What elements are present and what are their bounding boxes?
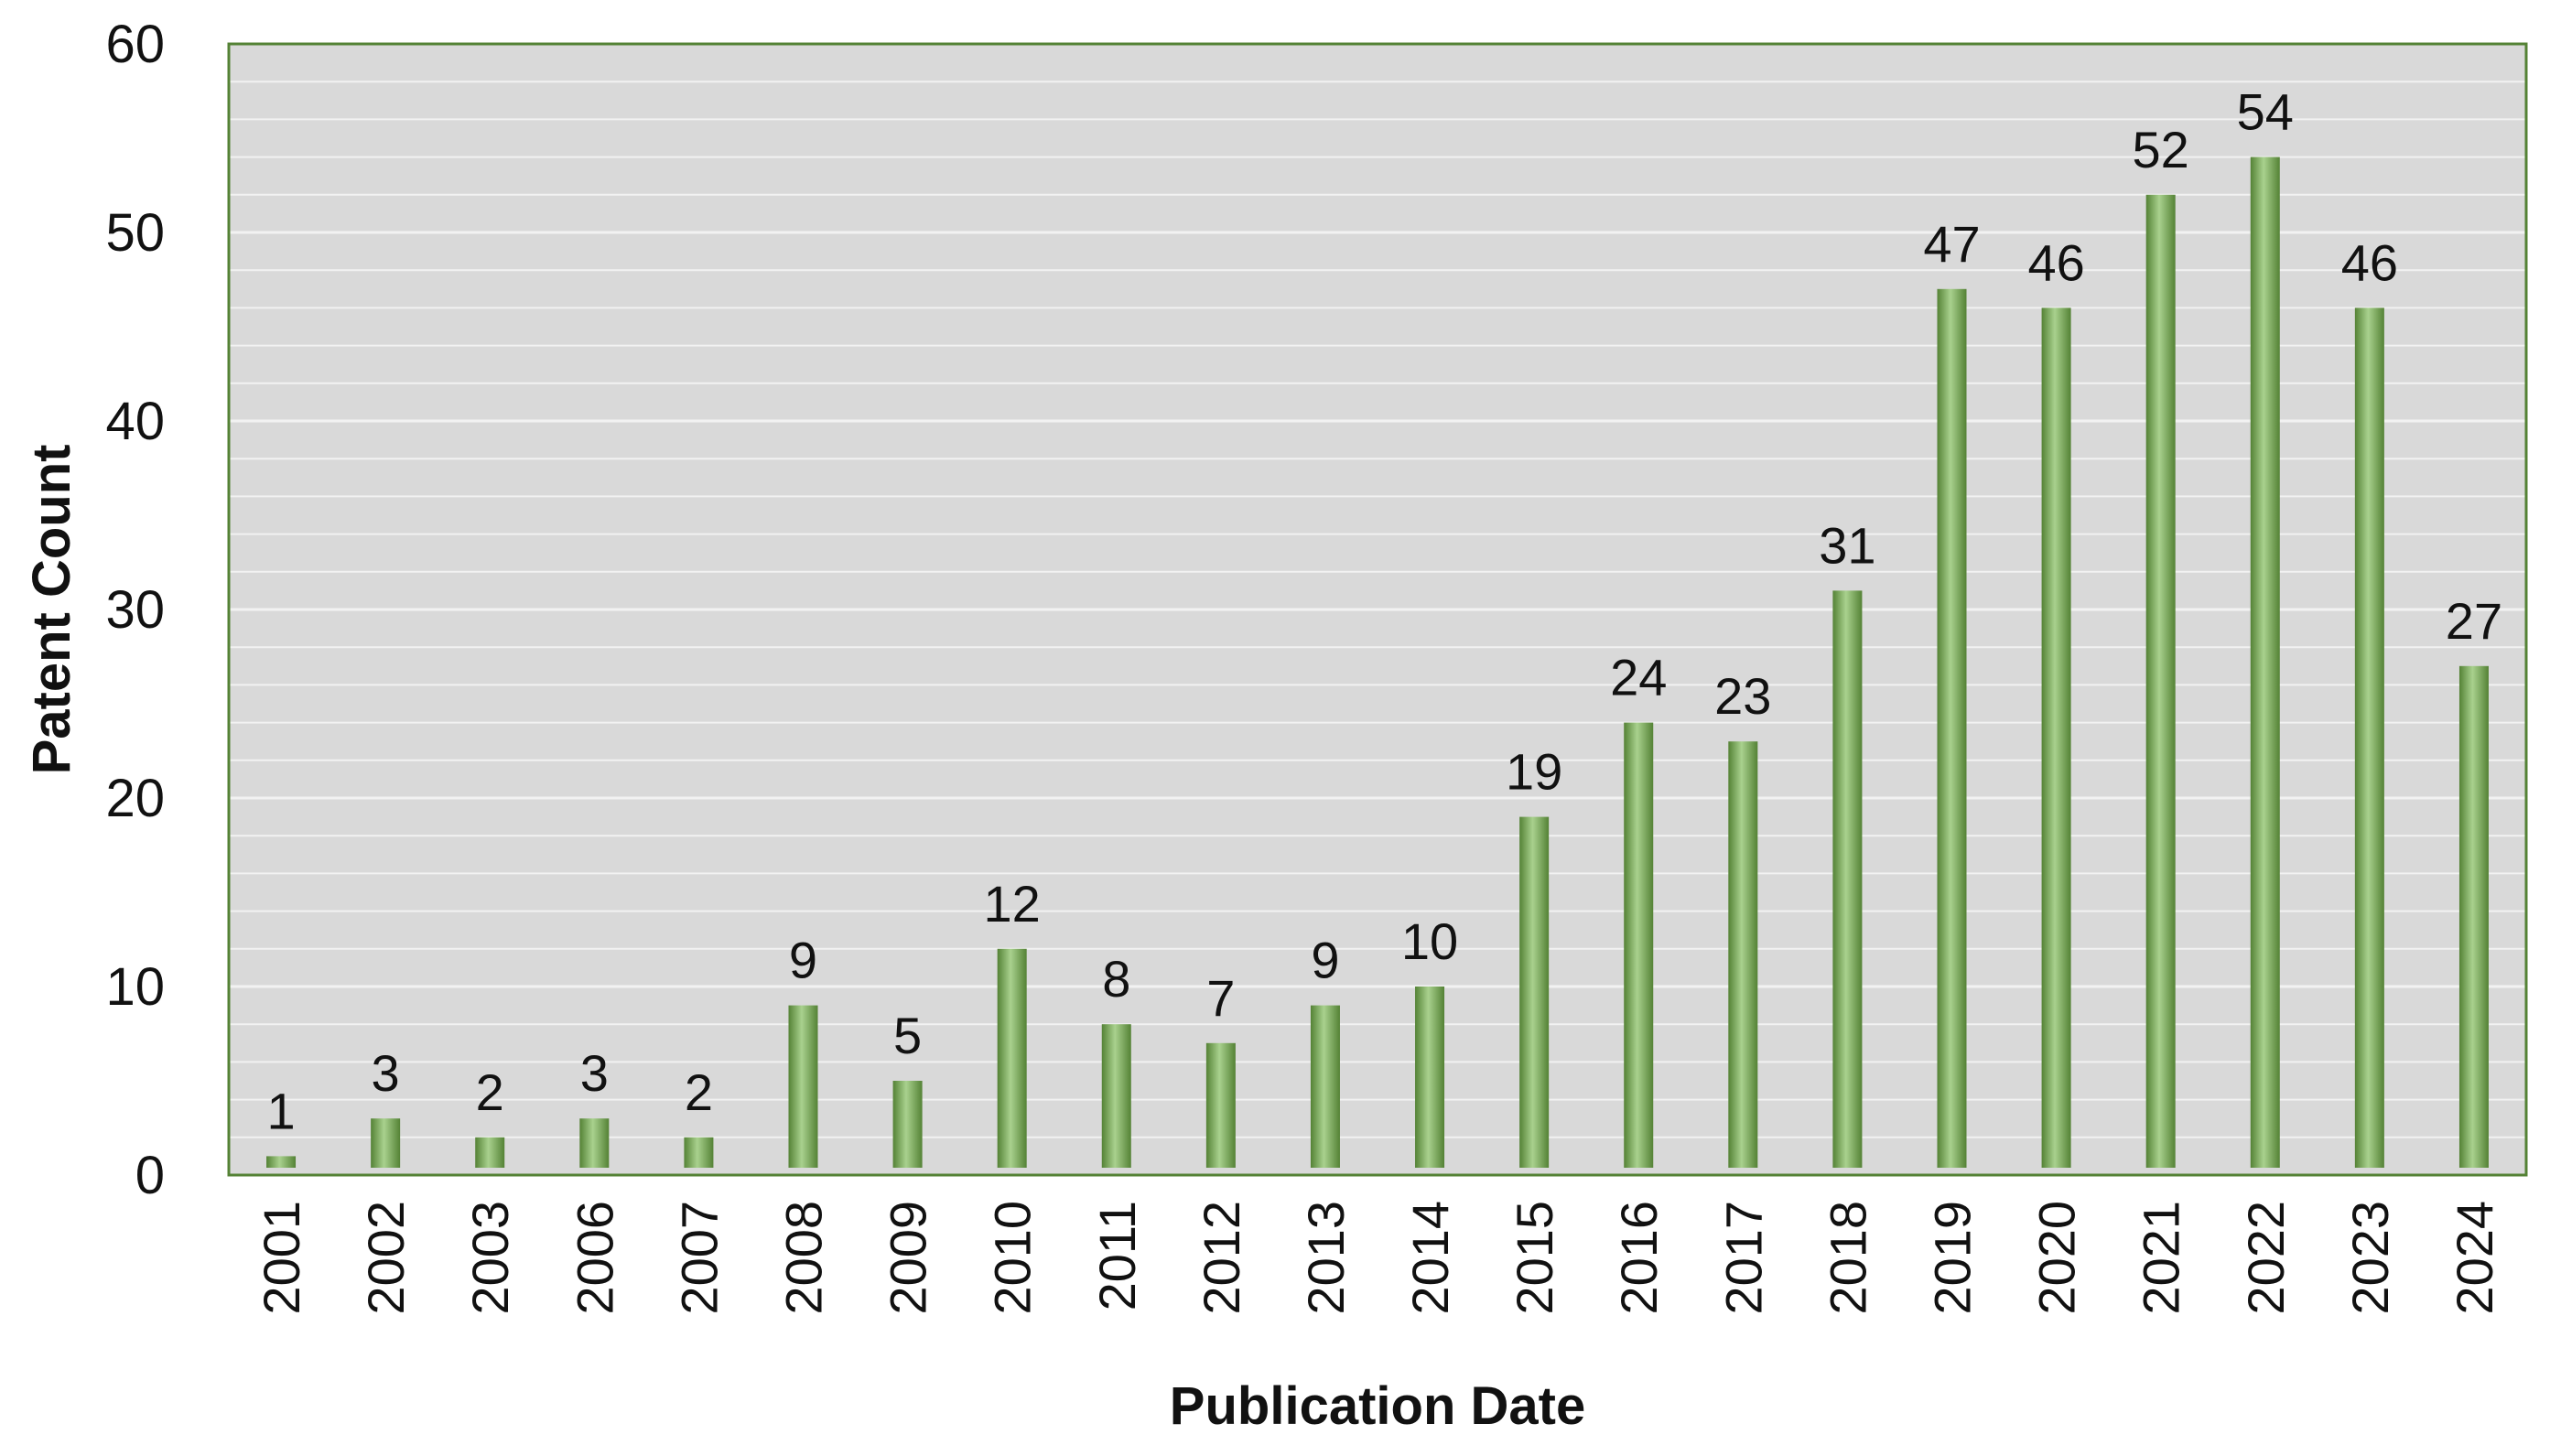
x-tick-label: 2008 (775, 1201, 833, 1315)
x-tick-label: 2003 (461, 1201, 519, 1315)
bar-2018 (1832, 590, 1863, 1168)
bar-2023 (2354, 307, 2384, 1168)
data-label: 10 (1401, 912, 1458, 970)
data-label: 47 (1923, 215, 1980, 273)
bar-2002 (371, 1118, 401, 1168)
gridlines (229, 81, 2526, 1138)
y-tick-label: 60 (105, 15, 165, 74)
data-label: 2 (685, 1063, 713, 1121)
x-tick-label: 2013 (1297, 1201, 1355, 1315)
y-axis-title: Patent Count (22, 445, 81, 775)
bar-2008 (788, 1005, 818, 1168)
x-tick-label: 2009 (880, 1201, 937, 1315)
bar-2017 (1728, 741, 1758, 1168)
bar-2009 (892, 1081, 923, 1168)
x-tick-label: 2020 (2028, 1201, 2086, 1315)
y-tick-label: 10 (105, 957, 165, 1017)
x-tick-label: 2007 (670, 1201, 728, 1315)
x-tick-label: 2001 (253, 1201, 310, 1315)
data-label: 9 (1311, 932, 1339, 989)
x-tick-label: 2006 (566, 1201, 623, 1315)
bar-2003 (475, 1137, 505, 1168)
plot-border (227, 42, 2528, 1177)
bars (266, 156, 2489, 1169)
x-tick-label: 2015 (1506, 1201, 1563, 1315)
bar-2020 (2041, 307, 2071, 1168)
bar-2011 (1101, 1024, 1131, 1168)
y-tick-label: 40 (105, 392, 165, 451)
x-tick-label: 2023 (2341, 1201, 2399, 1315)
bar-2022 (2250, 156, 2280, 1169)
data-label: 3 (372, 1044, 400, 1102)
data-label: 9 (789, 932, 817, 989)
x-tick-label: 2024 (2446, 1201, 2503, 1315)
x-tick-label: 2002 (357, 1201, 415, 1315)
y-axis-ticks: 0 10 20 30 40 50 60 (105, 15, 165, 1205)
data-label: 7 (1206, 969, 1235, 1027)
bar-2024 (2458, 665, 2489, 1168)
bar-2019 (1937, 288, 1967, 1168)
x-axis-ticks: 2001 2002 2003 2006 2007 2008 2009 2010 2011 2012… (253, 1201, 2503, 1315)
bar-2012 (1205, 1042, 1236, 1168)
data-label: 31 (1819, 516, 1875, 574)
bar-2010 (997, 948, 1027, 1168)
data-label: 54 (2237, 83, 2294, 141)
bar-2015 (1519, 816, 1550, 1168)
data-label: 12 (984, 875, 1041, 933)
y-tick-label: 20 (105, 769, 165, 828)
data-label: 23 (1714, 667, 1771, 725)
x-axis-title: Publication Date (1170, 1376, 1585, 1436)
x-tick-label: 2019 (1924, 1201, 1982, 1315)
data-label: 1 (266, 1082, 295, 1139)
x-tick-label: 2012 (1193, 1201, 1250, 1315)
data-label: 46 (2341, 233, 2398, 291)
x-tick-label: 2011 (1088, 1201, 1146, 1310)
x-tick-label: 2014 (1401, 1201, 1459, 1315)
x-tick-label: 2021 (2133, 1201, 2190, 1315)
bar-2007 (684, 1137, 714, 1168)
x-tick-label: 2017 (1714, 1201, 1772, 1315)
bar-2013 (1310, 1005, 1340, 1168)
bar-2006 (579, 1118, 610, 1168)
data-label: 3 (580, 1044, 609, 1102)
data-label: 46 (2027, 233, 2084, 291)
bar-2001 (266, 1156, 297, 1168)
x-tick-label: 2016 (1610, 1201, 1668, 1315)
y-tick-label: 0 (135, 1146, 165, 1205)
x-tick-label: 2018 (1819, 1201, 1876, 1315)
bar-2016 (1624, 722, 1654, 1168)
data-label: 8 (1102, 950, 1130, 1008)
x-tick-label: 2022 (2237, 1201, 2295, 1315)
x-tick-label: 2010 (984, 1201, 1042, 1315)
data-label: 5 (893, 1007, 922, 1064)
y-tick-label: 50 (105, 203, 165, 263)
data-label: 24 (1610, 649, 1667, 706)
bar-2021 (2145, 194, 2176, 1168)
data-label: 2 (476, 1063, 504, 1121)
y-tick-label: 30 (105, 580, 165, 640)
data-label: 52 (2133, 121, 2189, 178)
bar-2014 (1415, 987, 1445, 1168)
data-label: 27 (2446, 592, 2502, 650)
data-label: 19 (1506, 743, 1562, 801)
